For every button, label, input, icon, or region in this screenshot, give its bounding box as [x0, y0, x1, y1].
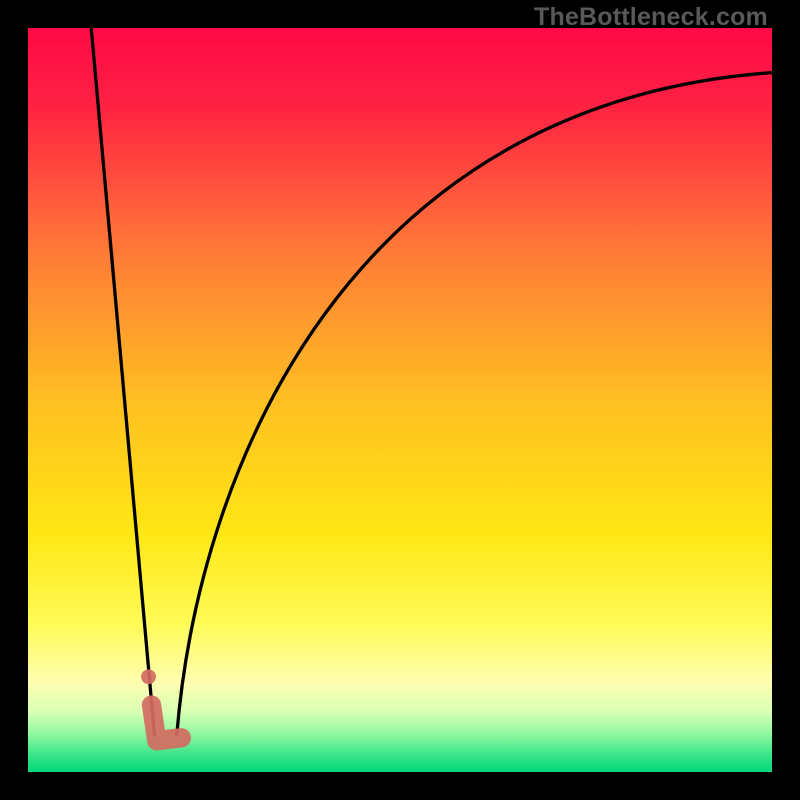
- watermark-label: TheBottleneck.com: [534, 3, 768, 32]
- gradient-fill: [28, 28, 772, 772]
- plot-area: [28, 28, 772, 772]
- chart-frame: TheBottleneck.com: [0, 0, 800, 800]
